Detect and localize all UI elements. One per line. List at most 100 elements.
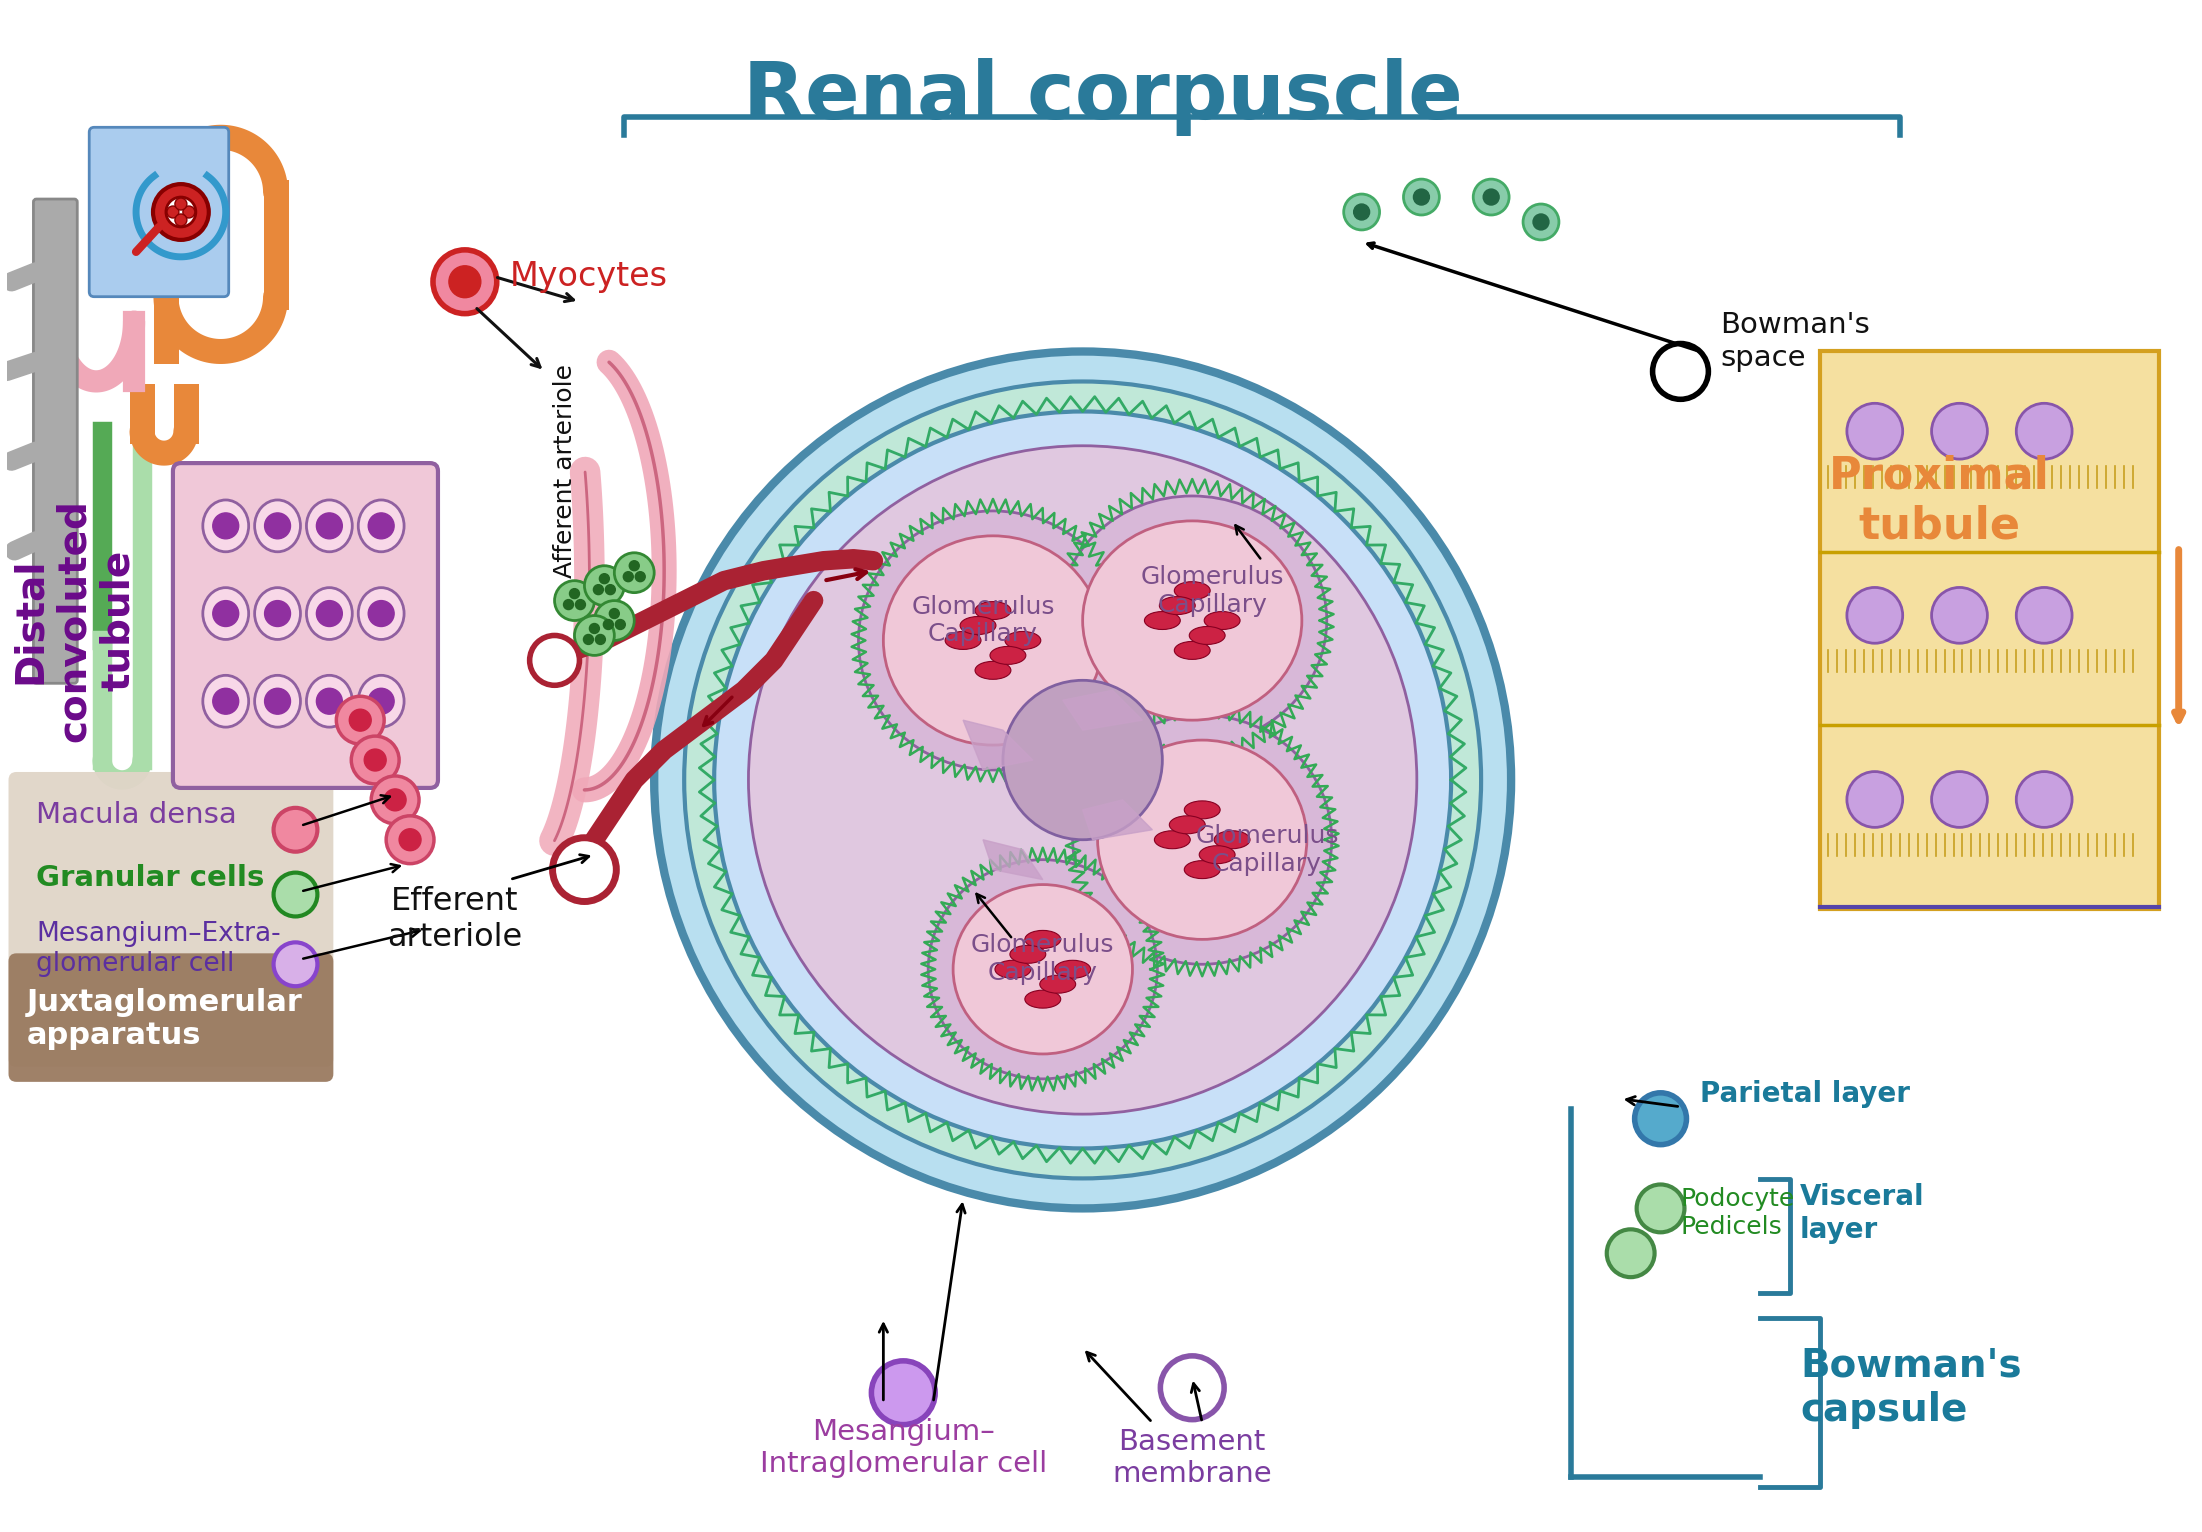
Ellipse shape [255, 588, 299, 639]
Circle shape [167, 205, 178, 218]
FancyBboxPatch shape [9, 953, 333, 1082]
Circle shape [273, 942, 317, 987]
Ellipse shape [203, 588, 249, 639]
Ellipse shape [255, 676, 299, 728]
Ellipse shape [1072, 715, 1332, 964]
Circle shape [570, 588, 579, 599]
Text: Macula densa: Macula densa [37, 801, 238, 829]
Circle shape [273, 873, 317, 916]
Circle shape [599, 573, 610, 584]
Circle shape [368, 601, 394, 627]
Ellipse shape [1160, 596, 1196, 614]
Ellipse shape [975, 662, 1011, 679]
Circle shape [1847, 772, 1903, 827]
Circle shape [2017, 403, 2072, 460]
FancyBboxPatch shape [1821, 351, 2158, 910]
Circle shape [174, 214, 187, 225]
Text: Glomerulus
Capillary: Glomerulus Capillary [971, 933, 1114, 985]
Circle shape [590, 624, 599, 633]
Circle shape [1414, 188, 1429, 205]
Circle shape [1002, 680, 1163, 840]
FancyBboxPatch shape [90, 127, 229, 297]
Circle shape [564, 599, 573, 610]
Circle shape [1524, 204, 1559, 241]
Circle shape [214, 513, 238, 539]
Circle shape [1931, 587, 1988, 643]
Ellipse shape [306, 499, 352, 552]
Text: Afferent arteriole: Afferent arteriole [553, 365, 577, 578]
Ellipse shape [1185, 801, 1220, 818]
Ellipse shape [1200, 846, 1235, 864]
Ellipse shape [975, 602, 1011, 619]
Circle shape [1607, 1229, 1654, 1278]
Circle shape [1652, 343, 1709, 400]
Circle shape [1847, 587, 1903, 643]
Circle shape [1847, 403, 1903, 460]
Circle shape [449, 267, 480, 297]
Text: Bowman's
space: Bowman's space [1720, 311, 1869, 372]
Ellipse shape [1039, 976, 1075, 993]
Circle shape [183, 205, 194, 218]
Text: Podocyte
Pedicels: Podocyte Pedicels [1680, 1187, 1795, 1239]
Ellipse shape [1004, 631, 1042, 650]
Text: Mesangium–Extra-
glomerular cell: Mesangium–Extra- glomerular cell [37, 921, 282, 977]
Circle shape [531, 636, 579, 685]
Ellipse shape [1185, 861, 1220, 878]
Circle shape [214, 688, 238, 714]
Ellipse shape [929, 859, 1158, 1079]
Circle shape [555, 581, 595, 620]
Circle shape [1343, 195, 1381, 230]
Circle shape [1533, 214, 1548, 230]
Circle shape [595, 601, 634, 640]
Circle shape [584, 565, 625, 605]
Ellipse shape [1174, 582, 1211, 599]
Circle shape [1931, 772, 1988, 827]
Circle shape [654, 351, 1511, 1209]
Ellipse shape [953, 884, 1132, 1054]
Ellipse shape [960, 616, 995, 634]
Text: Granular cells: Granular cells [37, 864, 264, 892]
Circle shape [1931, 403, 1988, 460]
Text: Myocytes: Myocytes [509, 260, 667, 293]
Ellipse shape [1057, 496, 1328, 745]
Ellipse shape [945, 631, 982, 650]
Circle shape [317, 601, 341, 627]
Ellipse shape [1169, 817, 1204, 833]
Text: Glomerulus
Capillary: Glomerulus Capillary [1141, 565, 1284, 616]
Circle shape [264, 513, 291, 539]
Circle shape [1354, 204, 1370, 221]
Circle shape [1636, 1184, 1685, 1232]
Circle shape [630, 561, 639, 571]
Ellipse shape [203, 676, 249, 728]
Text: Glomerulus
Capillary: Glomerulus Capillary [912, 594, 1055, 647]
Polygon shape [1083, 800, 1152, 840]
Text: Bowman's
capsule: Bowman's capsule [1799, 1347, 2021, 1429]
Ellipse shape [1011, 945, 1046, 964]
Circle shape [575, 599, 586, 610]
Circle shape [553, 838, 617, 901]
Polygon shape [962, 720, 1033, 771]
Ellipse shape [1213, 830, 1251, 849]
Circle shape [368, 688, 394, 714]
Circle shape [606, 585, 614, 594]
Text: Proximal
tubule: Proximal tubule [1830, 455, 2050, 547]
Circle shape [592, 585, 603, 594]
Circle shape [165, 198, 196, 227]
Circle shape [634, 571, 645, 582]
Polygon shape [1064, 691, 1143, 731]
Circle shape [350, 709, 372, 731]
Circle shape [623, 571, 634, 582]
Circle shape [337, 696, 383, 745]
Ellipse shape [203, 499, 249, 552]
Circle shape [1634, 1092, 1687, 1144]
Text: Mesangium–
Intraglomerular cell: Mesangium– Intraglomerular cell [760, 1417, 1046, 1478]
Ellipse shape [859, 510, 1127, 771]
Ellipse shape [1174, 642, 1211, 659]
Ellipse shape [306, 588, 352, 639]
Ellipse shape [255, 499, 299, 552]
Circle shape [872, 1360, 936, 1425]
Circle shape [214, 601, 238, 627]
Circle shape [317, 513, 341, 539]
Circle shape [1403, 179, 1440, 214]
Circle shape [317, 688, 341, 714]
